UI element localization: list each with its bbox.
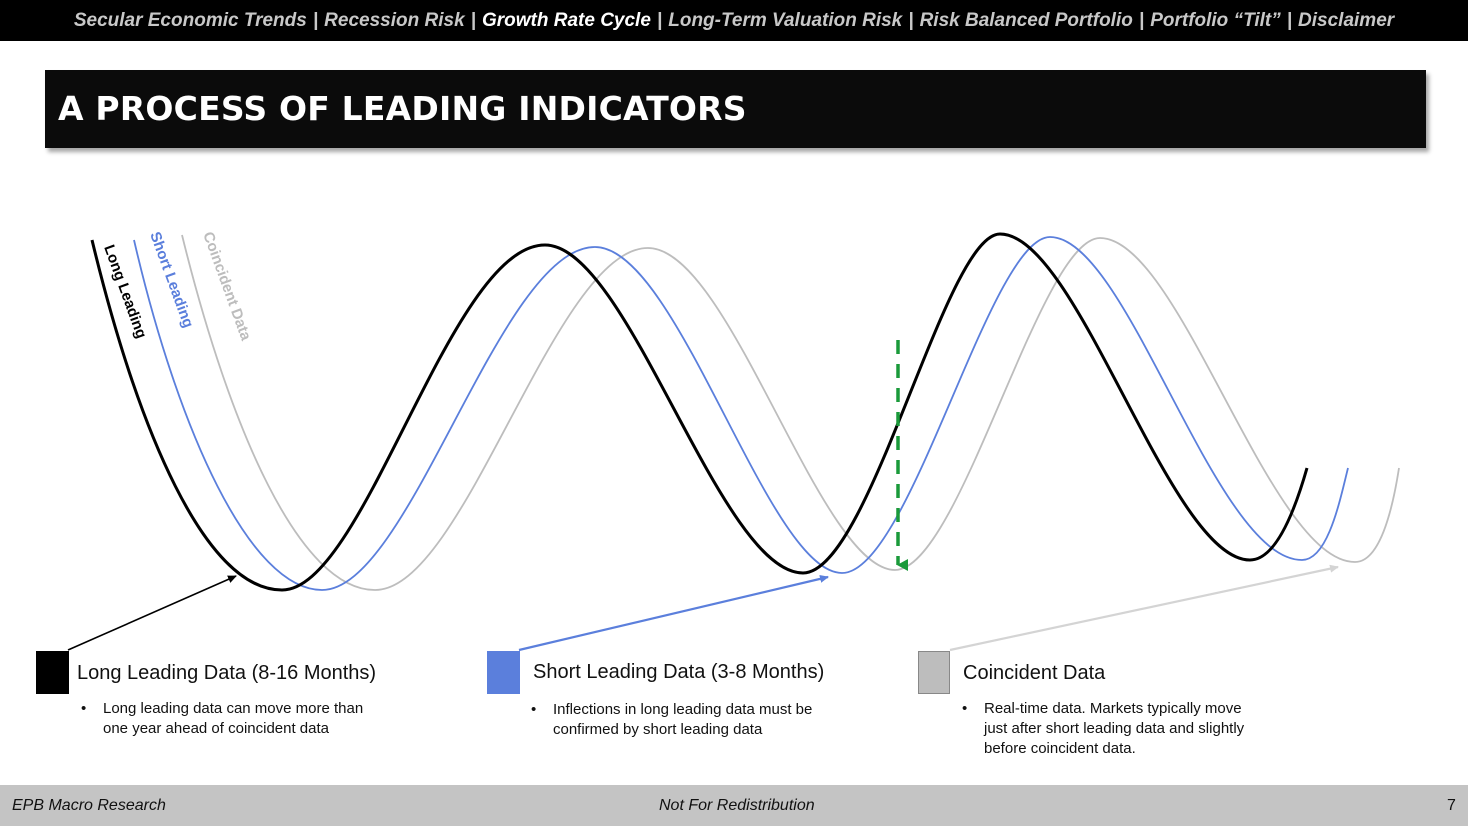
nav-separator: | <box>656 9 663 31</box>
long-leading-pointer-arrow <box>67 575 237 651</box>
coincident-legend-title: Coincident Data <box>963 662 1106 684</box>
long-leading-swatch <box>36 651 69 694</box>
nav-risk-balanced-portfolio[interactable]: Risk Balanced Portfolio <box>919 9 1133 31</box>
nav-separator: | <box>312 9 319 31</box>
long-leading-curve <box>90 232 1309 592</box>
nav-separator: | <box>908 9 914 31</box>
footer-bar: EPB Macro Research Not For Redistributio… <box>0 785 1468 826</box>
short-leading-swatch <box>487 651 520 694</box>
short-leading-legend-title: Short Leading Data (3-8 Months) <box>533 661 825 683</box>
short-leading-pointer-arrow <box>518 574 829 652</box>
coincident-legend-notes: Real-time data. Markets typically move j… <box>962 699 1262 759</box>
title-banner: A PROCESS OF LEADING INDICATORS <box>45 70 1426 148</box>
short-leading-legend-notes: Inflections in long leading data must be… <box>531 700 831 740</box>
list-item: Real-time data. Markets typically move j… <box>962 699 1262 759</box>
page-title: A PROCESS OF LEADING INDICATORS <box>58 89 747 128</box>
coincident-pointer-arrow <box>949 564 1339 652</box>
list-item: Inflections in long leading data must be… <box>531 700 831 740</box>
nav-long-term-valuation-risk[interactable]: Long-Term Valuation Risk <box>668 9 903 31</box>
nav-disclaimer[interactable]: Disclaimer <box>1298 9 1395 31</box>
long-leading-legend-notes: Long leading data can move more than one… <box>81 699 371 739</box>
nav-growth-rate-cycle[interactable]: Growth Rate Cycle <box>481 9 651 31</box>
nav-separator: | <box>1138 9 1145 31</box>
footer-notice: Not For Redistribution <box>659 797 815 814</box>
footer-brand: EPB Macro Research <box>12 797 166 814</box>
page-number: 7 <box>1447 797 1456 814</box>
coincident-data-curve <box>181 234 1400 591</box>
nav-recession-risk[interactable]: Recession Risk <box>324 9 465 31</box>
nav-portfolio-tilt[interactable]: Portfolio “Tilt” <box>1150 9 1281 31</box>
list-item: Long leading data can move more than one… <box>81 699 371 739</box>
long-leading-label: Long Leading <box>100 243 150 341</box>
nav-separator: | <box>1286 9 1293 31</box>
long-leading-legend-title: Long Leading Data (8-16 Months) <box>77 662 377 684</box>
coincident-swatch <box>918 651 950 694</box>
section-nav: Secular Economic Trends | Recession Risk… <box>0 0 1468 41</box>
nav-secular-economic-trends[interactable]: Secular Economic Trends <box>73 9 307 31</box>
short-leading-curve <box>133 236 1349 591</box>
nav-separator: | <box>470 9 476 31</box>
